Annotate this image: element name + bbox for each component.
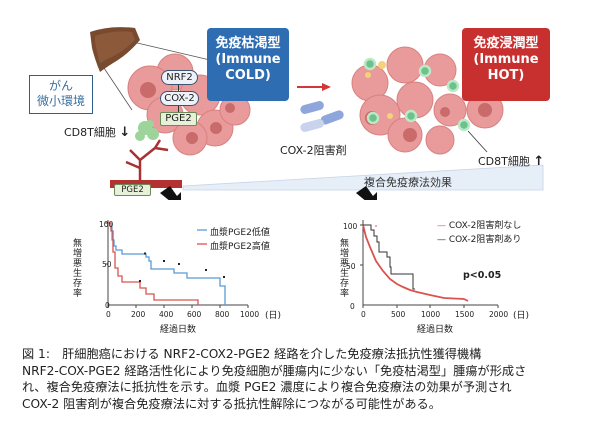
- arrow-down-icon: [160, 186, 181, 200]
- caption-line-3: れ、複合免疫療法に抵抗性を示す。血漿 PGE2 濃度により複合免疫療法の効果が予…: [22, 380, 512, 394]
- cd8-tcell-cluster-icon: [135, 120, 159, 141]
- arrow-up-icon: ↑: [533, 154, 545, 169]
- liver-icon: [90, 27, 140, 73]
- arrow-down-icon: ↓: [119, 125, 131, 140]
- chart2-legend-without: — COX-2阻害剤なし: [437, 218, 521, 231]
- pge2-node: PGE2: [160, 112, 197, 126]
- chart1-legend-low: 血漿PGE2低値: [210, 228, 270, 238]
- arrow-down-icon: [356, 186, 377, 200]
- chart2-xunit: (日): [513, 311, 530, 321]
- series-no-cox2-inhibitor: [362, 224, 469, 302]
- figure-caption: 図 1: 肝細胞癌における NRF2-COX2-PGE2 経路を介した免疫療法抵…: [22, 346, 592, 412]
- tumor-microenvironment-label: がん 微小環境: [29, 75, 93, 114]
- series-cox2-inhibitor: [363, 224, 415, 290]
- pathway-arrow: [178, 85, 179, 91]
- cd8-text: CD8T細胞: [64, 126, 116, 139]
- tme-line-1: がん: [48, 79, 73, 93]
- legend-label: COX-2阻害剤なし: [448, 221, 522, 231]
- hot-title-jp: 免疫浸潤型: [473, 36, 539, 51]
- plasma-pge2-tag: PGE2: [114, 184, 151, 196]
- chart1-legend-high: 血漿PGE2高値: [210, 242, 270, 252]
- hot-tumor-cells: [351, 46, 504, 155]
- chart2-ylabel: 無増悪生存率: [338, 238, 348, 298]
- hot-title-en-1: (Immune: [473, 52, 539, 67]
- legend-marker-red: —: [437, 221, 446, 231]
- immune-hot-label: 免疫浸潤型 (Immune HOT): [462, 28, 550, 101]
- series-high-pge2: [108, 222, 199, 305]
- cox2-node: COX-2: [160, 91, 199, 106]
- chart1-xunit: (日): [265, 311, 282, 321]
- hot-title-en-2: HOT): [487, 68, 525, 83]
- red-arrow-icon: [297, 83, 331, 91]
- legend-label: COX-2阻害剤あり: [448, 235, 522, 245]
- chart1-plot: [105, 220, 249, 308]
- chart2-legend-with: — COX-2阻害剤あり: [437, 232, 521, 245]
- chart1-xlabel: 経過日数: [160, 325, 197, 335]
- blood-vessel-icon: [125, 139, 169, 182]
- p-value-annotation: p<0.05: [463, 270, 502, 281]
- nrf2-node: NRF2: [161, 70, 198, 85]
- chart1-ylabel: 無増悪生存率: [71, 238, 81, 298]
- legend-marker-black: —: [437, 235, 446, 245]
- series-low-pge2: [108, 222, 226, 305]
- tme-line-2: 微小環境: [36, 94, 85, 108]
- immune-cold-label: 免疫枯渇型 (Immune COLD): [207, 28, 289, 101]
- cd8-text: CD8T細胞: [478, 155, 530, 168]
- cold-title-jp: 免疫枯渇型: [215, 36, 281, 51]
- cd8-tcell-icon: [363, 57, 471, 132]
- cd8-decrease-label: CD8T細胞 ↓: [64, 124, 130, 140]
- caption-line-1: 図 1: 肝細胞癌における NRF2-COX2-PGE2 経路を介した免疫療法抵…: [22, 347, 482, 361]
- cold-title-en-1: (Immune: [215, 52, 281, 67]
- pathway-arrow: [178, 106, 179, 112]
- combo-effect-text: 複合免疫療法効果: [364, 176, 452, 189]
- cox2-inhibitor-pills-icon: [300, 101, 344, 132]
- combo-effect-banner: [182, 164, 544, 191]
- chart2-xlabel: 経過日数: [417, 325, 454, 335]
- cox2-inhibitor-label: COX-2阻害剤: [280, 144, 347, 157]
- caption-line-2: NRF2-COX-PGE2 経路活性化により免疫細胞が腫瘍内に少ない「免疫枯渇型…: [22, 363, 527, 378]
- cd8-increase-label: CD8T細胞 ↑: [478, 153, 544, 169]
- chart2-plot: [360, 220, 499, 308]
- caption-line-4: COX-2 阻害剤が複合免疫療法に対する抵抗性解除につながる可能性がある。: [22, 396, 441, 411]
- cold-title-en-2: COLD): [225, 68, 271, 83]
